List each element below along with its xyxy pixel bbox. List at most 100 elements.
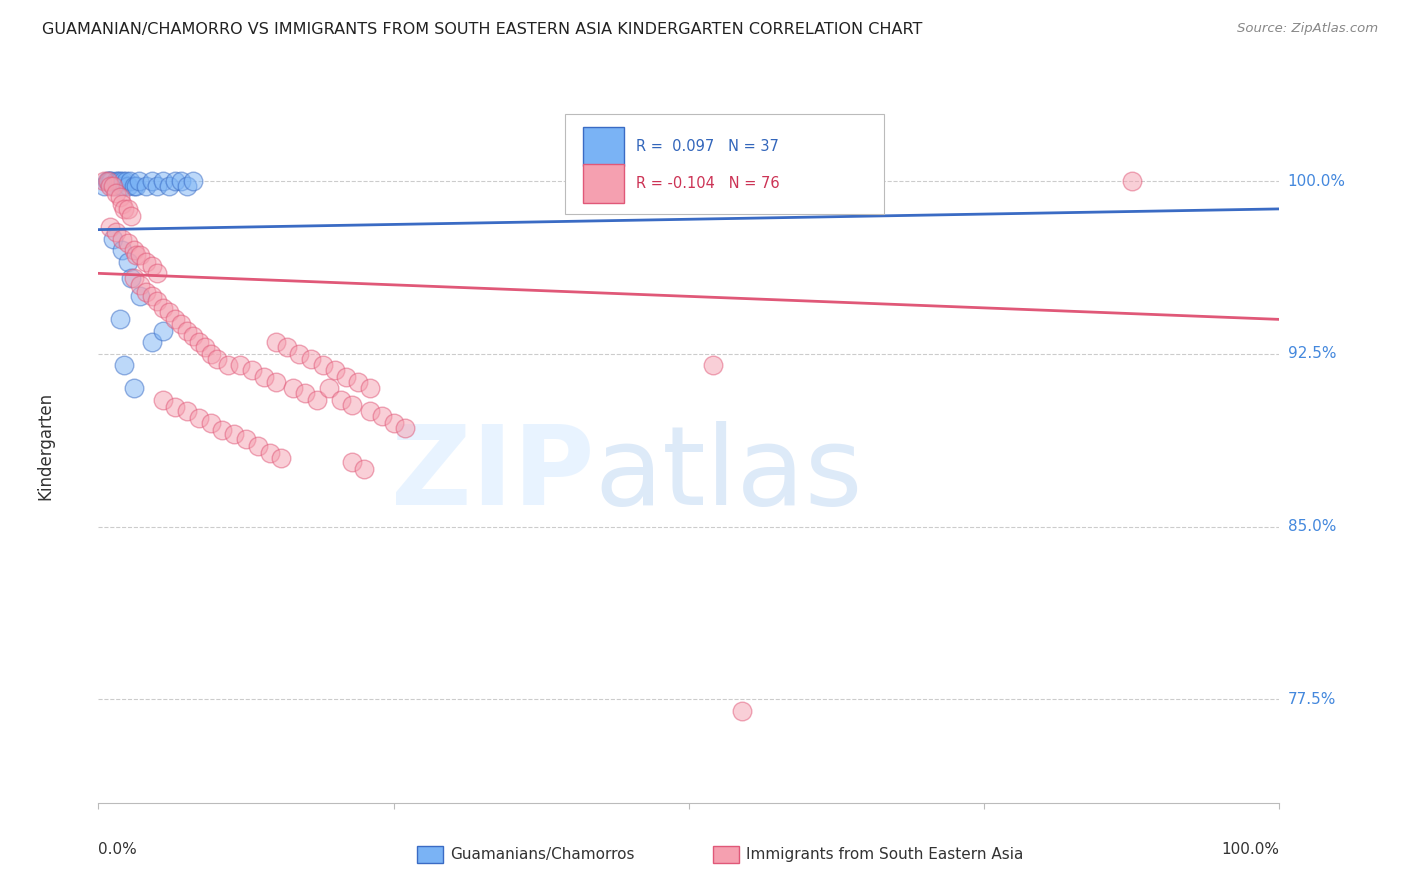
Point <box>105 225 128 239</box>
Text: 85.0%: 85.0% <box>1288 519 1336 534</box>
Point <box>111 244 134 258</box>
Text: 92.5%: 92.5% <box>1288 346 1336 361</box>
Text: atlas: atlas <box>595 421 863 528</box>
Point <box>205 351 228 366</box>
Point <box>98 174 121 188</box>
Text: R =  0.097   N = 37: R = 0.097 N = 37 <box>636 139 779 154</box>
Point <box>108 174 131 188</box>
Point <box>128 248 150 262</box>
Point <box>125 248 148 262</box>
Point <box>108 312 131 326</box>
Text: GUAMANIAN/CHAMORRO VS IMMIGRANTS FROM SOUTH EASTERN ASIA KINDERGARTEN CORRELATIO: GUAMANIAN/CHAMORRO VS IMMIGRANTS FROM SO… <box>42 22 922 37</box>
Text: Source: ZipAtlas.com: Source: ZipAtlas.com <box>1237 22 1378 36</box>
Point <box>165 312 187 326</box>
Text: 100.0%: 100.0% <box>1222 842 1279 857</box>
Point <box>121 209 143 223</box>
Point <box>152 174 174 188</box>
Point <box>176 324 198 338</box>
Bar <box>582 164 624 203</box>
Point <box>105 186 128 200</box>
Point <box>157 178 180 193</box>
Point <box>100 174 122 188</box>
Point <box>98 220 121 235</box>
Point <box>141 335 163 350</box>
Point <box>229 359 252 373</box>
Point <box>93 178 115 193</box>
Point <box>240 363 263 377</box>
Point <box>235 432 257 446</box>
Point <box>107 174 129 188</box>
Point <box>259 446 281 460</box>
Point <box>125 178 148 193</box>
Point <box>246 439 269 453</box>
Point <box>141 174 163 188</box>
Point <box>194 340 217 354</box>
Point <box>312 359 335 373</box>
Point <box>111 232 134 246</box>
Point <box>394 420 416 434</box>
Text: Guamanians/Chamorros: Guamanians/Chamorros <box>450 847 636 863</box>
Text: ZIP: ZIP <box>391 421 595 528</box>
Point <box>217 359 239 373</box>
Point <box>211 423 233 437</box>
Point <box>264 335 287 350</box>
Point <box>152 301 174 315</box>
Point <box>135 285 157 299</box>
Point <box>187 335 209 350</box>
Point <box>152 392 174 407</box>
Text: 0.0%: 0.0% <box>98 842 138 857</box>
Point <box>93 174 115 188</box>
Point <box>299 351 322 366</box>
Point <box>323 363 346 377</box>
Point <box>146 266 169 280</box>
Point <box>342 455 364 469</box>
Point <box>117 202 139 216</box>
Point <box>157 305 180 319</box>
Point <box>305 392 328 407</box>
Point <box>98 178 121 193</box>
Point <box>121 271 143 285</box>
Point <box>329 392 352 407</box>
FancyBboxPatch shape <box>565 114 884 214</box>
Point <box>318 381 340 395</box>
Bar <box>418 846 443 863</box>
Point <box>112 174 135 188</box>
Point <box>111 197 134 211</box>
Point <box>141 260 163 274</box>
Point <box>371 409 394 423</box>
Point <box>128 289 150 303</box>
Point <box>122 271 145 285</box>
Point <box>120 174 142 188</box>
Point <box>270 450 292 465</box>
Point <box>264 375 287 389</box>
Point <box>170 317 193 331</box>
Point <box>342 398 364 412</box>
Point <box>253 370 276 384</box>
Point <box>128 174 150 188</box>
Point <box>122 381 145 395</box>
Point <box>276 340 298 354</box>
Point <box>117 255 139 269</box>
Point <box>359 381 381 395</box>
Text: 100.0%: 100.0% <box>1288 174 1346 189</box>
Point <box>135 178 157 193</box>
Point <box>108 190 131 204</box>
Point <box>105 174 128 188</box>
Point <box>135 255 157 269</box>
Text: 77.5%: 77.5% <box>1288 691 1336 706</box>
Point <box>283 381 305 395</box>
Point <box>702 359 724 373</box>
Point <box>353 462 375 476</box>
Point <box>112 202 135 216</box>
Text: Kindergarten: Kindergarten <box>37 392 55 500</box>
Point <box>112 359 135 373</box>
Bar <box>713 846 738 863</box>
Point <box>359 404 381 418</box>
Text: Immigrants from South Eastern Asia: Immigrants from South Eastern Asia <box>745 847 1024 863</box>
Point <box>1121 174 1143 188</box>
Point <box>141 289 163 303</box>
Point <box>146 293 169 308</box>
Point <box>187 411 209 425</box>
Point <box>224 427 246 442</box>
Point <box>288 347 311 361</box>
